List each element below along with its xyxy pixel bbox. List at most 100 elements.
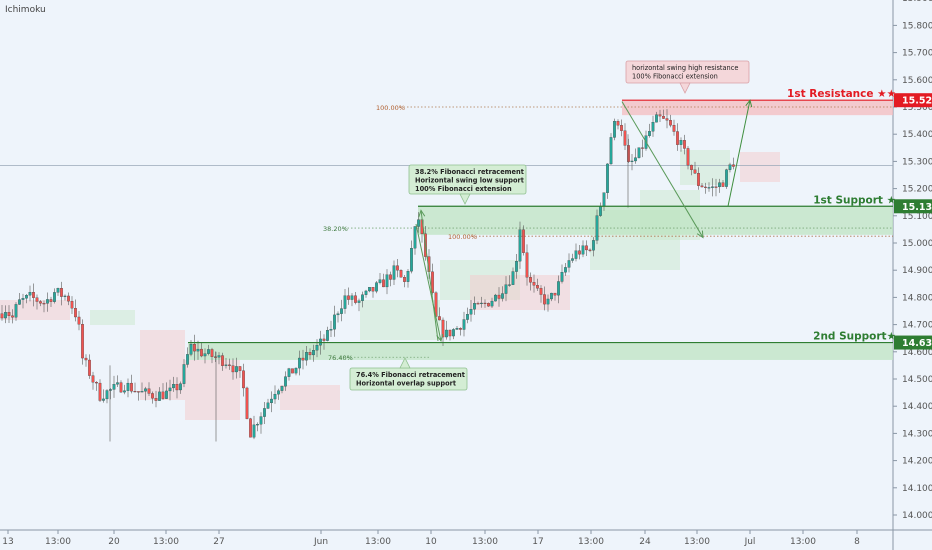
- x-tick-label: 27: [213, 537, 224, 547]
- candle-body: [711, 186, 714, 188]
- candle: [595, 209, 599, 245]
- candle: [147, 382, 151, 396]
- candle: [123, 384, 126, 395]
- cloud-bull: [360, 300, 440, 340]
- candle: [732, 157, 735, 170]
- candle: [529, 272, 532, 291]
- annotation-text: 76.4% Fibonacci retracement: [356, 371, 465, 379]
- candle-body: [392, 265, 396, 280]
- candle-body: [665, 118, 669, 121]
- candle-body: [81, 324, 84, 359]
- candle: [4, 305, 7, 324]
- candle-body: [221, 355, 224, 366]
- candle-body: [672, 125, 676, 132]
- candle-body: [532, 282, 536, 286]
- candle-body: [438, 316, 441, 321]
- candle-body: [340, 308, 343, 314]
- candle: [277, 388, 280, 400]
- arrow-retracement: [415, 223, 442, 342]
- candle-body: [84, 357, 88, 361]
- candle: [700, 182, 704, 188]
- candle: [403, 275, 406, 288]
- candle: [399, 269, 403, 278]
- candle: [207, 344, 210, 356]
- x-tick-label: 17: [532, 537, 543, 547]
- candle: [200, 342, 203, 358]
- candle-body: [235, 366, 238, 373]
- candle-body: [546, 298, 550, 305]
- candle: [627, 138, 630, 163]
- candle: [480, 296, 483, 308]
- candle: [165, 382, 168, 399]
- resistance-label: 1st Resistance ★★: [787, 88, 896, 100]
- candle: [714, 178, 718, 197]
- candle-body: [368, 287, 371, 292]
- candle-body: [126, 382, 130, 391]
- candle-body: [74, 308, 77, 318]
- candle: [305, 346, 308, 366]
- y-tick-label: 14.300: [902, 429, 932, 439]
- candle-body: [172, 384, 175, 389]
- projection-arrows: [415, 99, 753, 343]
- candle-body: [238, 366, 242, 371]
- candle-body: [165, 390, 168, 399]
- candle-body: [308, 352, 312, 356]
- candle: [60, 281, 63, 306]
- resistance-zone: [622, 100, 893, 116]
- candle: [252, 415, 256, 440]
- fib-label: 100.00%: [448, 233, 477, 241]
- candle-body: [280, 386, 284, 391]
- support-zone-1: [418, 206, 893, 235]
- y-tick-label: 15.700: [902, 49, 932, 59]
- candle-body: [357, 300, 361, 303]
- candle-body: [32, 292, 35, 298]
- candle: [508, 275, 511, 287]
- support-1-label: 1st Support ★: [813, 194, 896, 206]
- candle-body: [413, 226, 417, 249]
- candle: [343, 288, 347, 314]
- candle-body: [53, 292, 56, 302]
- candle: [728, 162, 732, 173]
- fib-label: 38.20%: [323, 225, 348, 233]
- candle: [249, 417, 252, 438]
- support-zone-2: [188, 342, 893, 360]
- candle: [718, 178, 721, 193]
- candle: [592, 237, 595, 257]
- y-tick-label: 14.400: [902, 402, 932, 412]
- y-tick-label: 15.300: [902, 157, 932, 167]
- price-tag-bg: [894, 93, 932, 108]
- candle: [196, 340, 200, 360]
- indicator-label: Ichimoku: [5, 5, 46, 15]
- candle: [53, 288, 56, 304]
- candle-body: [158, 391, 161, 401]
- candle-body: [403, 277, 406, 282]
- candle-body: [448, 329, 452, 337]
- candle: [441, 317, 445, 346]
- candle-body: [98, 382, 102, 401]
- candle: [91, 371, 95, 390]
- candle: [557, 275, 560, 304]
- candle: [532, 274, 536, 293]
- candle: [203, 348, 207, 364]
- candle-body: [189, 343, 193, 355]
- candle-body: [210, 349, 214, 357]
- candle: [630, 153, 634, 171]
- candle-body: [7, 312, 11, 316]
- candle: [525, 244, 529, 286]
- y-tick-label: 14.900: [902, 266, 932, 276]
- candle-body: [599, 206, 602, 216]
- fib-label: 100.00%: [376, 104, 405, 112]
- candle: [266, 398, 270, 409]
- x-tick-label: 13:00: [153, 537, 179, 547]
- cloud-bear: [0, 300, 70, 320]
- candle: [329, 320, 333, 337]
- candle: [490, 297, 494, 309]
- candle-body: [301, 357, 305, 361]
- price-tag-value: 14.634: [902, 338, 932, 349]
- candle-body: [410, 248, 413, 272]
- candle: [231, 358, 235, 380]
- x-tick-label: Jun: [313, 537, 328, 547]
- candle-body: [571, 258, 574, 261]
- candle: [326, 326, 329, 342]
